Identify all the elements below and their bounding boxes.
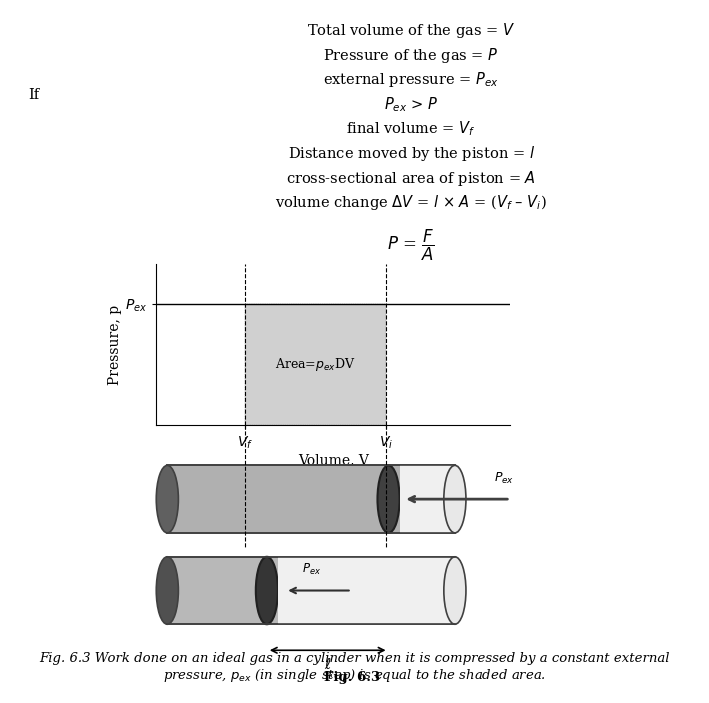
Text: cross-sectional area of piston = $A$: cross-sectional area of piston = $A$ xyxy=(286,169,536,188)
Text: final volume = $V_f$: final volume = $V_f$ xyxy=(347,120,476,138)
Text: volume change $\Delta V$ = $l$ $\times$ $A$ = ($V_f$ – $V_i$): volume change $\Delta V$ = $l$ $\times$ … xyxy=(275,193,547,212)
Text: external pressure = $P_{ex}$: external pressure = $P_{ex}$ xyxy=(323,70,499,89)
Bar xyxy=(278,557,451,624)
Y-axis label: Pressure, p: Pressure, p xyxy=(108,304,122,385)
Text: Area=$p_{ex}$DV: Area=$p_{ex}$DV xyxy=(275,356,356,373)
Text: $P_{ex}$: $P_{ex}$ xyxy=(301,562,320,577)
Text: If: If xyxy=(28,88,40,102)
Text: Pressure of the gas = $P$: Pressure of the gas = $P$ xyxy=(323,46,499,65)
Bar xyxy=(245,304,386,425)
Text: $P_{ex}$ > $P$: $P_{ex}$ > $P$ xyxy=(384,95,438,114)
Ellipse shape xyxy=(156,557,179,624)
Text: Fig. 6.3 Work done on an ideal gas in a cylinder when it is compressed by a cons: Fig. 6.3 Work done on an ideal gas in a … xyxy=(39,652,670,684)
X-axis label: Volume, V: Volume, V xyxy=(298,453,369,467)
Text: Distance moved by the piston = $l$: Distance moved by the piston = $l$ xyxy=(288,144,535,163)
Text: Fig. 6.3: Fig. 6.3 xyxy=(324,671,385,684)
Ellipse shape xyxy=(156,465,179,533)
Bar xyxy=(167,465,455,533)
Ellipse shape xyxy=(444,465,466,533)
Ellipse shape xyxy=(444,557,466,624)
Ellipse shape xyxy=(377,465,400,533)
Text: $P$ = $\dfrac{F}{A}$: $P$ = $\dfrac{F}{A}$ xyxy=(387,228,435,263)
Text: $\ell$: $\ell$ xyxy=(324,657,332,672)
Ellipse shape xyxy=(256,557,278,624)
Bar xyxy=(400,465,459,533)
Text: Total volume of the gas = $V$: Total volume of the gas = $V$ xyxy=(307,21,515,40)
Bar xyxy=(245,304,386,425)
Bar xyxy=(167,557,455,624)
Text: $P_{ex}$: $P_{ex}$ xyxy=(493,470,514,486)
